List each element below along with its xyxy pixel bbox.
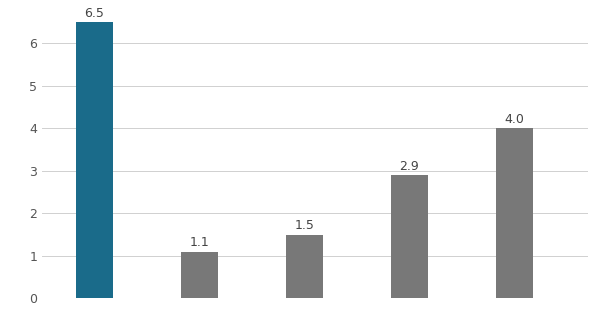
- Bar: [391, 175, 428, 298]
- Bar: [181, 252, 218, 298]
- Text: 2.9: 2.9: [400, 160, 419, 173]
- Bar: [286, 235, 323, 298]
- Text: 1.5: 1.5: [295, 219, 314, 232]
- Text: 4.0: 4.0: [505, 113, 524, 126]
- Text: 1.1: 1.1: [190, 236, 209, 249]
- Bar: [496, 128, 533, 298]
- Text: 6.5: 6.5: [85, 7, 104, 20]
- Bar: [76, 22, 113, 298]
